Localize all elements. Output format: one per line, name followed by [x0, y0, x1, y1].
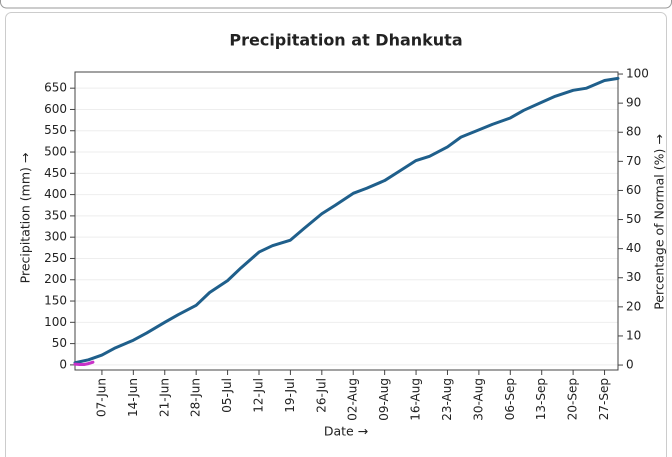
y-tick-label: 600: [44, 102, 67, 116]
y2-axis-title: Percentage of Normal (%) →: [652, 134, 667, 310]
x-tick-label: 09-Aug: [377, 378, 391, 421]
x-tick-label: 16-Aug: [409, 378, 423, 421]
x-tick-label: 23-Aug: [440, 378, 454, 421]
x-tick-label: 28-Jun: [189, 378, 203, 417]
y-tick-label: 250: [44, 251, 67, 265]
y2-tick-label: 50: [626, 212, 641, 226]
y2-tick-label: 0: [626, 358, 634, 372]
y2-tick-label: 70: [626, 154, 641, 168]
card: [5, 12, 667, 457]
x-tick-label: 26-Jul: [314, 378, 328, 413]
x-tick-label: 27-Sep: [597, 378, 611, 420]
data-line: [73, 360, 95, 366]
y2-tick-label: 80: [626, 125, 641, 139]
y-axis-title: Precipitation (mm) →: [18, 153, 33, 284]
x-tick-label: 21-Jun: [157, 378, 171, 417]
top-frame: [0, 0, 672, 9]
x-tick-label: 14-Jun: [126, 378, 140, 417]
x-axis-title: Date →: [324, 424, 368, 439]
chart-title: Precipitation at Dhankuta: [229, 31, 462, 50]
y2-tick-label: 90: [626, 96, 641, 110]
y2-tick-label: 100: [626, 67, 649, 81]
y-tick-label: 350: [44, 208, 67, 222]
y2-tick-label: 40: [626, 241, 641, 255]
x-tick-label: 02-Aug: [346, 378, 360, 421]
y-tick-label: 500: [44, 145, 67, 159]
x-tick-label: 06-Sep: [503, 378, 517, 420]
x-tick-label: 12-Jul: [251, 378, 265, 413]
y2-tick-label: 30: [626, 270, 641, 284]
data-line: [73, 76, 620, 365]
y-tick-label: 100: [44, 315, 67, 329]
y-tick-label: 450: [44, 166, 67, 180]
x-tick-label: 20-Sep: [566, 378, 580, 420]
plot-frame: [74, 71, 619, 371]
y-tick-label: 650: [44, 81, 67, 95]
y-tick-label: 0: [59, 357, 67, 371]
y2-tick-label: 10: [626, 328, 641, 342]
x-tick-label: 30-Aug: [471, 378, 485, 421]
x-tick-label: 07-Jun: [94, 378, 108, 417]
x-tick-label: 13-Sep: [534, 378, 548, 420]
y-tick-label: 300: [44, 230, 67, 244]
x-tick-label: 19-Jul: [283, 378, 297, 413]
y2-tick-label: 20: [626, 299, 641, 313]
y-tick-label: 400: [44, 187, 67, 201]
y-tick-label: 550: [44, 123, 67, 137]
y-tick-label: 200: [44, 272, 67, 286]
y-tick-label: 150: [44, 294, 67, 308]
x-tick-label: 05-Jul: [220, 378, 234, 413]
y2-tick-label: 60: [626, 183, 641, 197]
y-tick-label: 50: [52, 336, 67, 350]
